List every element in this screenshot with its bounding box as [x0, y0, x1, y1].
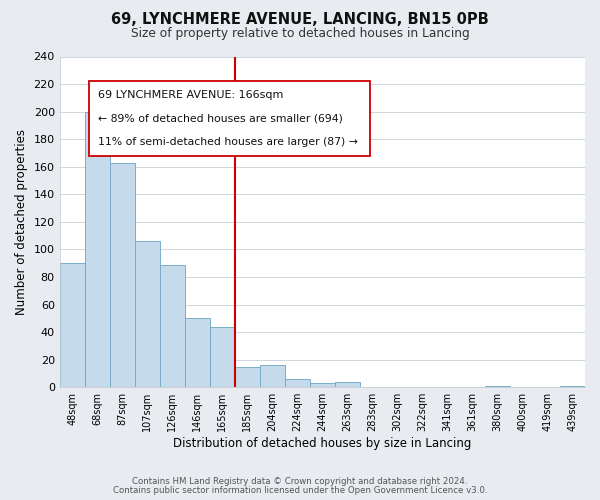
- Bar: [310, 383, 335, 387]
- FancyBboxPatch shape: [89, 82, 370, 156]
- Bar: [285, 379, 310, 387]
- Text: Contains public sector information licensed under the Open Government Licence v3: Contains public sector information licen…: [113, 486, 487, 495]
- X-axis label: Distribution of detached houses by size in Lancing: Distribution of detached houses by size …: [173, 437, 472, 450]
- Y-axis label: Number of detached properties: Number of detached properties: [15, 129, 28, 315]
- Text: ← 89% of detached houses are smaller (694): ← 89% of detached houses are smaller (69…: [98, 114, 343, 124]
- Bar: [110, 162, 135, 387]
- Bar: [185, 318, 210, 387]
- Text: 11% of semi-detached houses are larger (87) →: 11% of semi-detached houses are larger (…: [98, 137, 358, 147]
- Bar: [135, 241, 160, 387]
- Bar: [85, 112, 110, 387]
- Bar: [160, 264, 185, 387]
- Text: Size of property relative to detached houses in Lancing: Size of property relative to detached ho…: [131, 28, 469, 40]
- Text: 69 LYNCHMERE AVENUE: 166sqm: 69 LYNCHMERE AVENUE: 166sqm: [98, 90, 283, 100]
- Bar: [59, 263, 85, 387]
- Bar: [560, 386, 585, 387]
- Bar: [235, 366, 260, 387]
- Bar: [485, 386, 510, 387]
- Bar: [210, 326, 235, 387]
- Bar: [335, 382, 360, 387]
- Bar: [260, 365, 285, 387]
- Text: 69, LYNCHMERE AVENUE, LANCING, BN15 0PB: 69, LYNCHMERE AVENUE, LANCING, BN15 0PB: [111, 12, 489, 28]
- Text: Contains HM Land Registry data © Crown copyright and database right 2024.: Contains HM Land Registry data © Crown c…: [132, 478, 468, 486]
